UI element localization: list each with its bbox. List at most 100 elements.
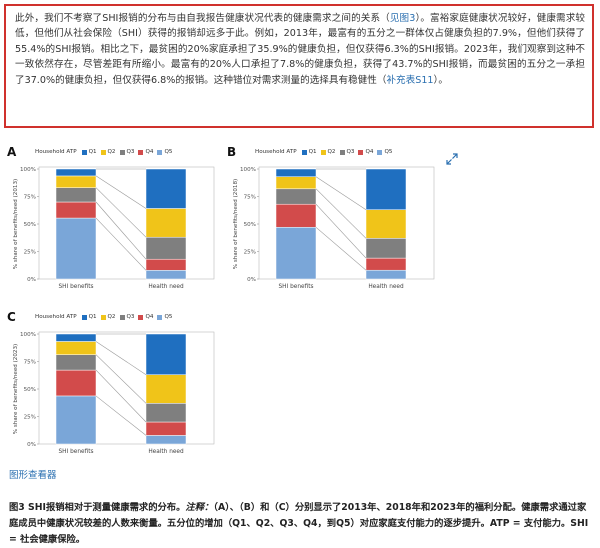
bar-segment-q4 — [275, 203, 317, 228]
legend-item-q5: Q5 — [377, 149, 392, 155]
legend-item-q4: Q4 — [138, 149, 153, 155]
bar-segment-q3 — [145, 236, 187, 260]
legend-label: Q3 — [126, 149, 135, 155]
legend-label: Q4 — [145, 314, 154, 320]
y-axis-label: % share of benefits/need (2013) — [13, 179, 19, 269]
paragraph-text-1: 此外，我们不考察了SHI报销的分布与由自我报告健康状况代表的健康需求之间的关系（ — [15, 13, 390, 24]
bar-segment-q4 — [145, 421, 187, 436]
bar-segment-q2 — [145, 374, 187, 404]
legend-label: Q1 — [88, 314, 97, 320]
legend-swatch — [157, 149, 163, 155]
bar-segment-q2 — [145, 208, 187, 238]
legend-item-q2: Q2 — [100, 149, 116, 155]
legend-label: Q2 — [327, 149, 336, 155]
legend-item-q5: Q5 — [157, 149, 172, 155]
connector-line — [95, 354, 147, 404]
legend-label: Q5 — [164, 314, 173, 320]
legend-item-q1: Q1 — [81, 149, 97, 155]
x-tick-label: SHI benefits — [278, 284, 313, 290]
paragraph-text-2: ）。富裕家庭健康状况较好，健康需求较低，但他们从社会保险（SHI）获得的报销却远… — [15, 13, 586, 86]
legend-swatch — [138, 149, 144, 155]
legend-item-q3: Q3 — [119, 149, 135, 155]
legend-swatch — [100, 149, 106, 155]
legend-swatch — [157, 314, 163, 320]
plot-frame — [258, 166, 435, 280]
legend-swatch — [119, 149, 125, 155]
y-tick-label: 0% — [247, 277, 256, 283]
x-tick-label: SHI benefits — [58, 284, 93, 290]
y-tick-label: 100% — [240, 167, 256, 173]
panel-letter: C — [7, 310, 16, 324]
connector-line — [95, 201, 147, 260]
bar-segment-q2 — [365, 209, 407, 239]
bar-segment-q2 — [275, 176, 317, 190]
legend-item-q2: Q2 — [320, 149, 336, 155]
bar-segment-q1 — [55, 333, 97, 342]
bar-segment-q1 — [145, 333, 187, 375]
expand-icon[interactable] — [446, 150, 458, 165]
x-tick-label: SHI benefits — [58, 449, 93, 455]
connector-line — [95, 395, 147, 436]
bar-segment-q3 — [145, 403, 187, 423]
legend-title: Household ATP — [35, 314, 77, 320]
bar-segment-q4 — [55, 201, 97, 219]
bar-segment-q5 — [55, 395, 97, 445]
y-tick-label: 25% — [24, 415, 36, 421]
legend-item-q4: Q4 — [358, 149, 373, 155]
legend-label: Q1 — [308, 149, 317, 155]
legend-swatch — [301, 149, 307, 155]
legend-label: Q5 — [384, 149, 393, 155]
y-tick-label: 50% — [24, 222, 36, 228]
plot-frame — [38, 166, 215, 280]
connector-line — [315, 203, 367, 259]
legend-swatch — [119, 314, 125, 320]
connector-line — [315, 188, 367, 239]
bar-segment-q5 — [55, 217, 97, 280]
chart-legend: Household ATP Q1 Q2 Q3 Q4 Q5 — [35, 147, 176, 157]
bar-segment-q1 — [55, 168, 97, 177]
legend-label: Q3 — [126, 314, 135, 320]
legend-label: Q2 — [107, 314, 116, 320]
bar-segment-q5 — [145, 270, 187, 280]
chart-legend: Household ATP Q1 Q2 Q3 Q4 Q5 — [255, 147, 396, 157]
bar-segment-q5 — [275, 227, 317, 280]
connector-line — [95, 217, 147, 271]
y-tick-label: 75% — [244, 195, 256, 201]
legend-item-q1: Q1 — [81, 314, 97, 320]
y-axis-label: % share of benefits/need (2023) — [13, 344, 19, 434]
legend-label: Q3 — [346, 149, 355, 155]
figure-caption: 图3 SHI报销相对于测量健康需求的分布。注释：（A）、（B）和（C）分别显示了… — [9, 500, 594, 548]
bar-segment-q3 — [55, 187, 97, 203]
stacked-bar-chart: 0% 25% 50% 75% 100%% share of benefits/need … — [233, 166, 435, 290]
y-tick-label: 50% — [24, 387, 36, 393]
legend-swatch — [100, 314, 106, 320]
y-tick-label: 100% — [20, 167, 36, 173]
y-tick-label: 25% — [24, 250, 36, 256]
caption-lead: 图3 SHI报销相对于测量健康需求的分布。 — [9, 502, 186, 513]
y-tick-label: 75% — [24, 195, 36, 201]
caption-text: （A）、（B）和（C）分别显示了2013年、2018年和2023年的福利分配。健… — [9, 502, 589, 545]
legend-item-q4: Q4 — [138, 314, 153, 320]
legend-swatch — [339, 149, 345, 155]
bar-segment-q3 — [55, 354, 97, 371]
bar-segment-q4 — [145, 258, 187, 271]
supplementary-table-link[interactable]: 补充表S11 — [386, 74, 434, 86]
bar-segment-q4 — [55, 369, 97, 397]
legend-swatch — [377, 149, 383, 155]
legend-swatch — [358, 149, 364, 155]
y-tick-label: 50% — [244, 222, 256, 228]
legend-item-q3: Q3 — [119, 314, 135, 320]
legend-label: Q1 — [88, 149, 97, 155]
legend-label: Q4 — [365, 149, 374, 155]
figure-viewer-link[interactable]: 图形查看器 — [9, 470, 57, 481]
y-axis-label: % share of benefits/need (2018) — [233, 179, 239, 269]
connector-line — [95, 369, 147, 423]
legend-item-q3: Q3 — [339, 149, 355, 155]
connector-line — [95, 341, 147, 375]
figure-3-link[interactable]: 见图3 — [389, 13, 416, 24]
legend-swatch — [81, 149, 87, 155]
bar-segment-q5 — [145, 435, 187, 445]
legend-title: Household ATP — [255, 149, 297, 155]
panel-letter: B — [227, 145, 237, 159]
connector-line — [95, 175, 147, 209]
